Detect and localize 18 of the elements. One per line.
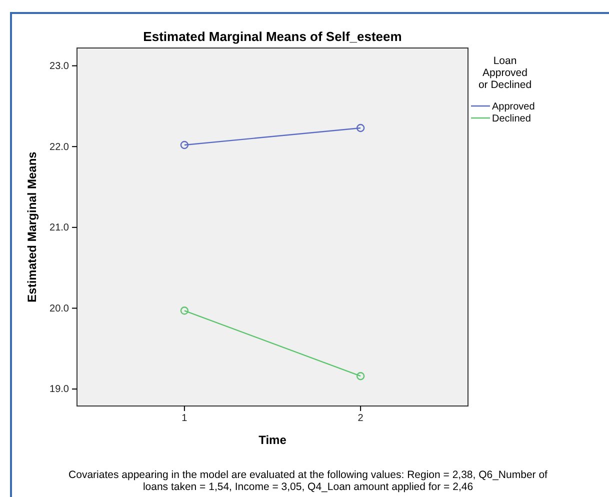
chart-title: Estimated Marginal Means of Self_esteem [143, 29, 402, 44]
point [180, 306, 189, 315]
y-tick-label: 19.0 [50, 384, 70, 396]
x-axis-title: Time [258, 433, 287, 447]
y-tick-label: 21.0 [50, 222, 70, 234]
x-tick-label: 1 [182, 413, 188, 424]
y-tick-label: 22.0 [50, 142, 70, 153]
point [180, 140, 189, 150]
legend-title: Loan Approved or Declined [478, 55, 532, 91]
x-tick-label: 2 [358, 413, 364, 424]
point [356, 372, 365, 380]
y-tick-label: 20.0 [50, 303, 70, 314]
y-axis-title: Estimated Marginal Means [25, 151, 39, 302]
y-tick-label: 23.0 [50, 60, 70, 72]
text: Covariates appearing in the model are evaluated at the following values: Region = 2,38, Q6_Number of loans taken = 1,54, Income = 3,05, Q4_Loan amount applied for = 2,46 [68, 469, 548, 493]
point [356, 124, 365, 132]
legend-label: Declined [492, 114, 531, 124]
legend-label: Approved [492, 102, 535, 112]
